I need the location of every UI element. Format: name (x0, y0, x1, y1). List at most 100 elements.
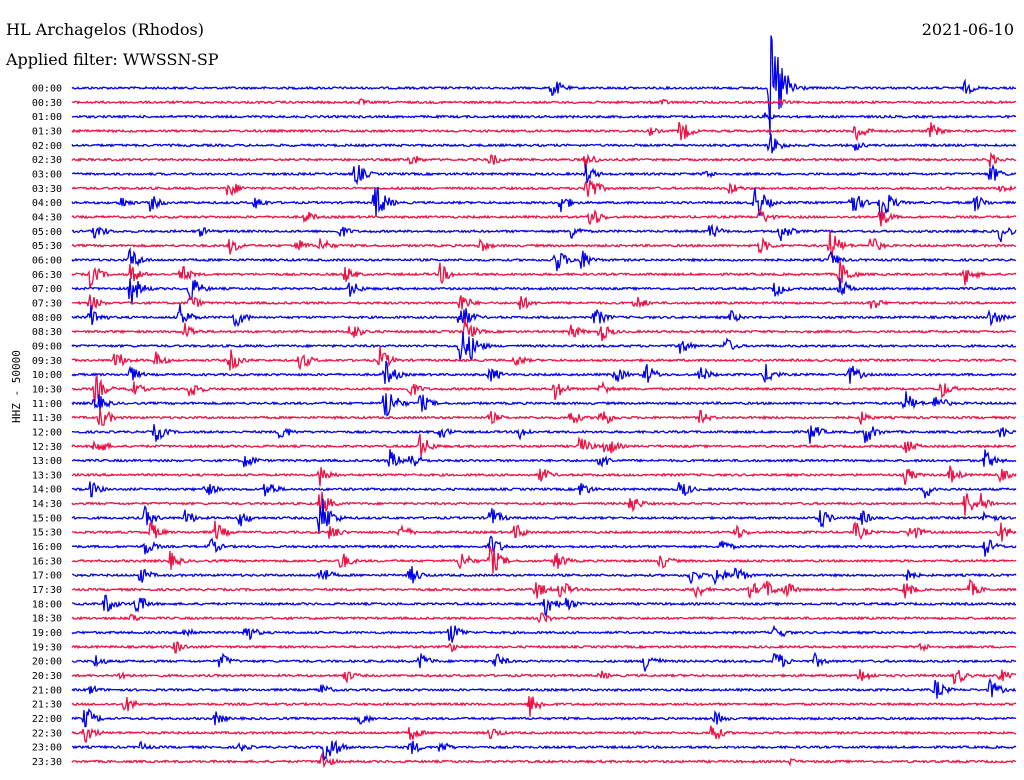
seismic-trace (71, 346, 1017, 371)
seismic-trace (71, 725, 1017, 744)
trace-time-label: 09:00 (32, 341, 62, 352)
seismic-trace (71, 229, 1017, 259)
trace-time-label: 23:30 (32, 757, 62, 768)
trace-time-label: 19:30 (32, 642, 62, 653)
seismic-trace (71, 360, 1017, 384)
filter-label: Applied filter: WWSSN-SP (6, 50, 219, 69)
trace-time-label: 18:00 (32, 599, 62, 610)
trace-time-label: 02:00 (32, 141, 62, 152)
seismic-trace (71, 433, 1017, 457)
trace-time-label: 03:30 (32, 184, 62, 195)
trace-time-label: 10:00 (32, 370, 62, 381)
trace-time-label: 16:30 (32, 556, 62, 567)
trace-time-label: 19:00 (32, 628, 62, 639)
seismic-trace (71, 277, 1017, 305)
seismic-trace (71, 669, 1017, 685)
trace-time-label: 07:00 (32, 284, 62, 295)
trace-time-label: 05:30 (32, 241, 62, 252)
trace-time-label: 00:00 (32, 84, 62, 95)
seismic-trace (71, 491, 1017, 516)
seismic-trace (71, 208, 1017, 227)
seismic-trace (71, 695, 1017, 717)
seismic-trace (71, 465, 1017, 487)
seismic-trace (71, 708, 1017, 728)
trace-time-label: 11:30 (32, 413, 62, 424)
seismic-trace (71, 98, 1016, 107)
seismic-trace (71, 246, 1017, 272)
trace-time-label: 18:30 (32, 614, 62, 625)
seismic-trace (71, 408, 1017, 426)
seismic-trace (71, 304, 1017, 328)
seismic-trace (71, 35, 1017, 136)
seismic-trace (71, 449, 1017, 468)
seismic-trace (71, 151, 1017, 169)
trace-time-label: 03:00 (32, 169, 62, 180)
trace-time-label: 23:00 (32, 743, 62, 754)
trace-time-label: 08:00 (32, 313, 62, 324)
seismic-trace (71, 611, 1017, 624)
seismic-trace (71, 578, 1017, 600)
seismic-trace (71, 520, 1017, 542)
trace-time-label: 16:00 (32, 542, 62, 553)
seismic-trace (71, 481, 1017, 499)
seismic-trace (71, 651, 1017, 672)
seismic-trace (71, 498, 1017, 534)
seismic-trace (72, 535, 1017, 557)
trace-time-label: 08:30 (32, 327, 62, 338)
seismic-trace (71, 739, 1017, 761)
trace-time-label: 12:30 (32, 442, 62, 453)
seismic-trace (71, 163, 1017, 186)
trace-time-label: 12:00 (32, 427, 62, 438)
trace-time-label: 17:00 (32, 571, 62, 582)
station-title: HL Archagelos (Rhodos) (6, 20, 204, 39)
date-label: 2021-06-10 (921, 20, 1014, 39)
trace-time-label: 04:00 (32, 198, 62, 209)
seismic-trace (71, 566, 1017, 586)
seismic-trace (71, 186, 1017, 221)
seismic-trace (71, 318, 1017, 342)
seismic-trace (71, 223, 1017, 243)
seismic-trace (71, 545, 1017, 574)
seismic-trace (72, 424, 1017, 444)
trace-time-label: 14:00 (32, 485, 62, 496)
seismic-trace (71, 331, 1017, 362)
trace-time-label: 11:00 (32, 399, 62, 410)
trace-time-label: 22:30 (32, 728, 62, 739)
trace-time-label: 04:30 (32, 212, 62, 223)
trace-time-label: 13:00 (32, 456, 62, 467)
trace-time-label: 10:30 (32, 384, 62, 395)
trace-time-label: 13:30 (32, 470, 62, 481)
seismic-trace (71, 624, 1017, 643)
seismic-trace (71, 133, 1017, 154)
seismic-trace (71, 752, 1017, 769)
seismic-trace (71, 594, 1017, 618)
seismic-trace (71, 375, 1017, 403)
trace-time-label: 20:00 (32, 657, 62, 668)
trace-time-label: 05:00 (32, 227, 62, 238)
trace-time-label: 14:30 (32, 499, 62, 510)
trace-time-label: 22:00 (32, 714, 62, 725)
seismic-trace (71, 294, 1017, 311)
trace-time-label: 09:30 (32, 356, 62, 367)
trace-time-label: 01:30 (32, 126, 62, 137)
trace-time-label: 15:30 (32, 528, 62, 539)
seismic-trace (71, 641, 1017, 654)
trace-time-label: 21:30 (32, 700, 62, 711)
seismic-trace (71, 677, 1017, 699)
trace-time-label: 17:30 (32, 585, 62, 596)
trace-time-label: 00:30 (32, 98, 62, 109)
seismic-trace (71, 391, 1017, 417)
trace-time-label: 21:00 (32, 685, 62, 696)
trace-time-label: 15:00 (32, 513, 62, 524)
trace-time-label: 06:00 (32, 255, 62, 266)
trace-time-label: 06:30 (32, 270, 62, 281)
seismic-trace (71, 121, 1017, 142)
seismic-trace (71, 260, 1017, 289)
trace-time-label: 20:30 (32, 671, 62, 682)
trace-time-label: 07:30 (32, 298, 62, 309)
trace-time-label: 02:30 (32, 155, 62, 166)
seismic-trace (71, 112, 1017, 121)
trace-time-label: 01:00 (32, 112, 62, 123)
seismic-trace (71, 179, 1017, 197)
